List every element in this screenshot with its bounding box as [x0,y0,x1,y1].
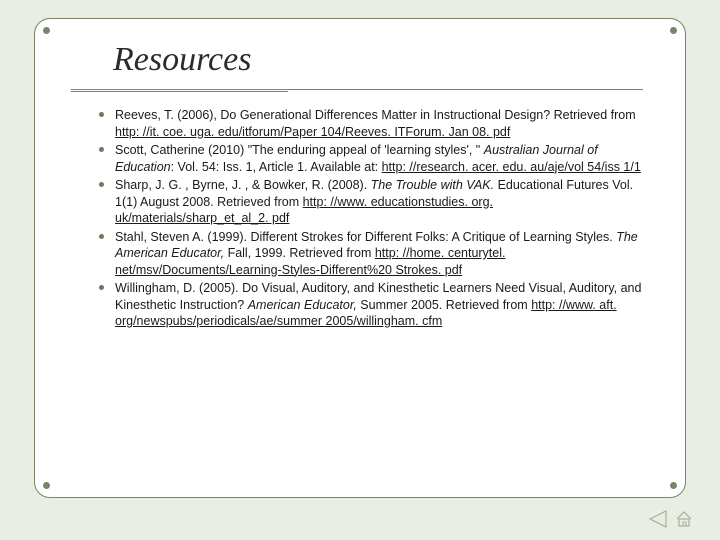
content: Reeves, T. (2006), Do Generational Diffe… [35,97,685,330]
list-item: Reeves, T. (2006), Do Generational Diffe… [97,107,643,140]
title-divider [71,89,643,97]
corner-dot-icon [670,27,677,34]
ref-text: Fall, 1999. Retrieved from [224,246,375,260]
corner-dot-icon [43,482,50,489]
ref-text: Reeves, T. (2006), Do Generational Diffe… [115,108,636,122]
ref-title-italic: The Trouble with VAK. [371,178,494,192]
prev-slide-icon[interactable] [648,510,668,528]
list-item: Scott, Catherine (2010) "The enduring ap… [97,142,643,175]
slide-frame: Resources Reeves, T. (2006), Do Generati… [34,18,686,498]
ref-link[interactable]: http: //research. acer. edu. au/aje/vol … [382,160,641,174]
ref-text: Sharp, J. G. , Byrne, J. , & Bowker, R. … [115,178,371,192]
ref-link[interactable]: http: //it. coe. uga. edu/itforum/Paper … [115,125,510,139]
page-title: Resources [113,41,685,79]
title-area: Resources [35,19,685,83]
ref-title-italic: American Educator, [248,298,357,312]
ref-text: Stahl, Steven A. (1999). Different Strok… [115,230,616,244]
home-icon[interactable] [674,510,694,528]
list-item: Sharp, J. G. , Byrne, J. , & Bowker, R. … [97,177,643,227]
corner-dot-icon [670,482,677,489]
ref-text: Scott, Catherine (2010) "The enduring ap… [115,143,484,157]
ref-text: Summer 2005. Retrieved from [357,298,531,312]
ref-text: : Vol. 54: Iss. 1, Article 1. Available … [171,160,382,174]
reference-list: Reeves, T. (2006), Do Generational Diffe… [97,107,643,330]
nav-controls [648,510,694,528]
list-item: Stahl, Steven A. (1999). Different Strok… [97,229,643,279]
list-item: Willingham, D. (2005). Do Visual, Audito… [97,280,643,330]
corner-dot-icon [43,27,50,34]
